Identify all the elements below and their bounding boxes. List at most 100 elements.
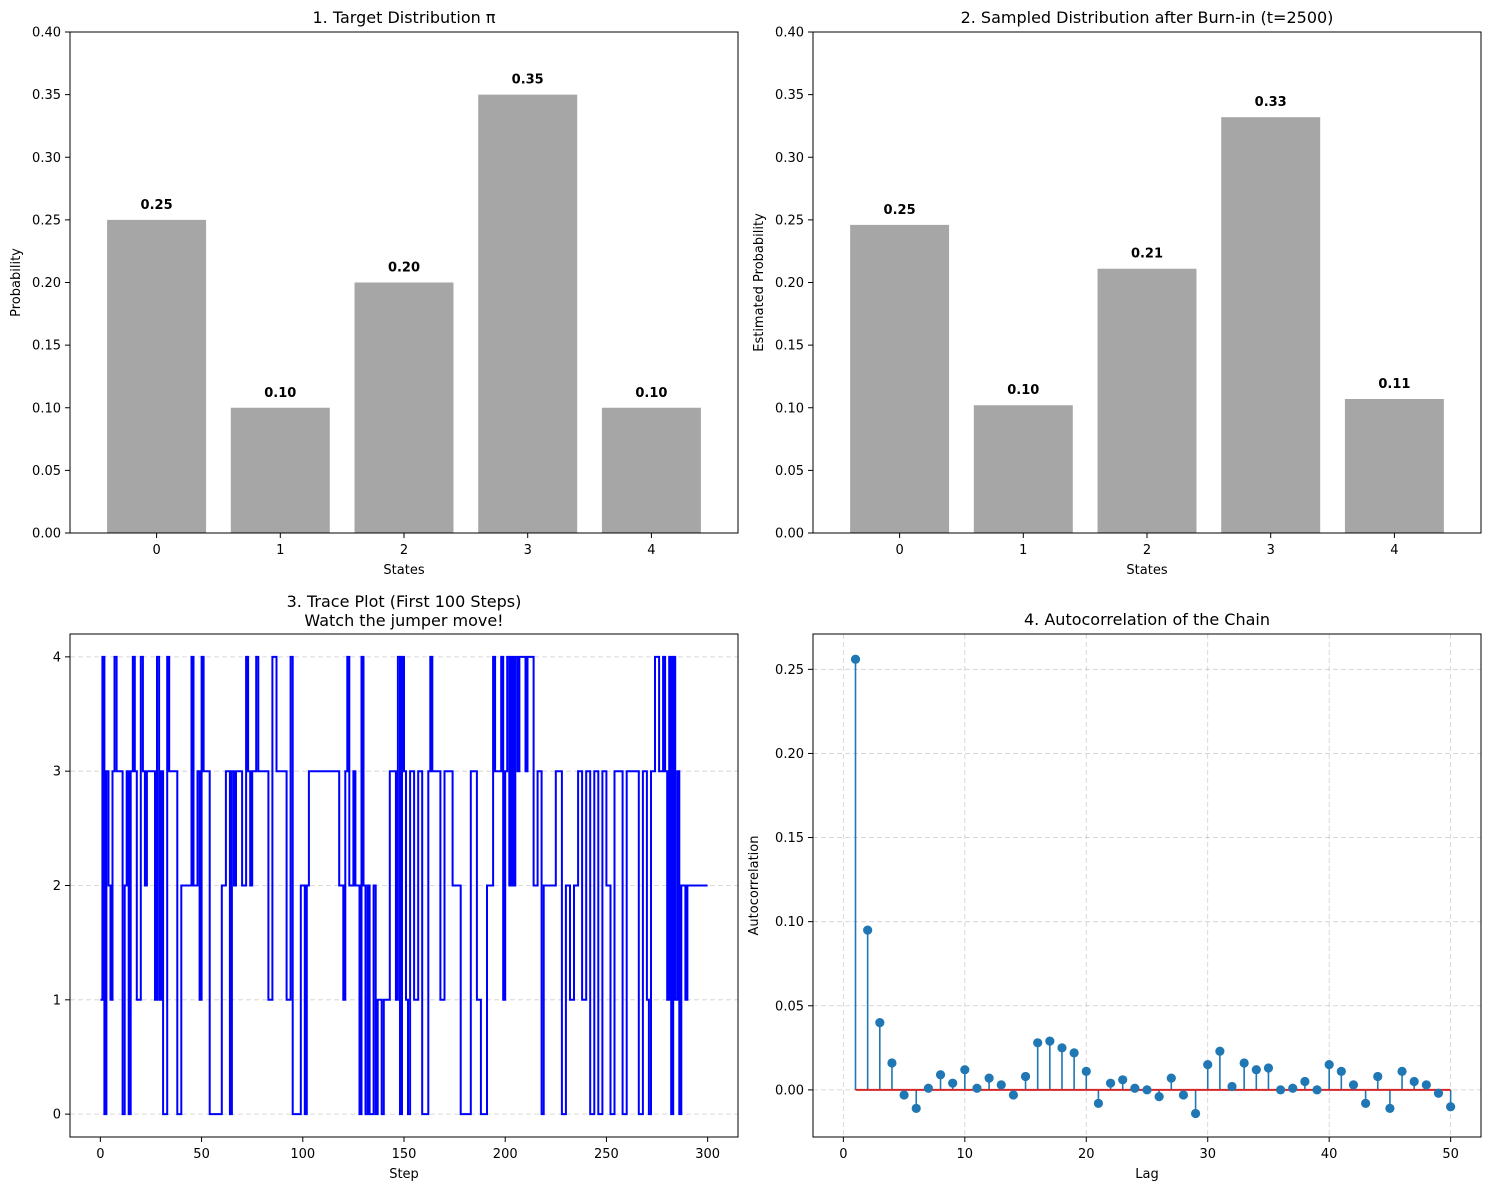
x-tick-label: 50 — [193, 1147, 210, 1162]
stem-marker-lag-47 — [1409, 1076, 1419, 1087]
x-tick-label: 4 — [1390, 543, 1398, 558]
bar-value-label: 0.35 — [512, 73, 544, 88]
axes-frame — [812, 31, 1482, 534]
bar-state-3 — [1221, 117, 1321, 534]
y-tick-label: 0.20 — [32, 276, 61, 291]
y-tick-label: 0.30 — [32, 151, 61, 166]
x-axis-label: Step — [389, 1167, 419, 1182]
axes-frame — [812, 633, 1482, 1138]
x-tick-label: 20 — [1078, 1147, 1095, 1162]
stem-marker-lag-35 — [1263, 1063, 1274, 1073]
chart-title: 1. Target Distribution π — [313, 8, 496, 27]
stem-marker-lag-17 — [1045, 1036, 1055, 1046]
y-tick-label: 0.15 — [775, 831, 804, 846]
x-tick-label: 0 — [152, 543, 160, 558]
bar-value-label: 0.11 — [1378, 377, 1410, 392]
stem-marker-lag-34 — [1251, 1065, 1261, 1075]
x-tick-label: 300 — [695, 1147, 720, 1162]
bar-state-1 — [230, 407, 330, 533]
stem-marker-lag-13 — [996, 1080, 1006, 1090]
y-tick-label: 0.05 — [775, 999, 804, 1014]
x-tick-label: 100 — [290, 1147, 315, 1162]
x-tick-label: 1 — [1019, 543, 1027, 558]
x-tick-label: 150 — [392, 1147, 417, 1162]
bar-state-4 — [1344, 398, 1444, 533]
y-tick-label: 3 — [53, 765, 61, 780]
stem-marker-lag-32 — [1227, 1081, 1237, 1092]
stem-marker-lag-37 — [1288, 1083, 1298, 1093]
chart-title: 4. Autocorrelation of the Chain — [1024, 610, 1270, 629]
bar-state-0 — [107, 219, 207, 533]
stem-marker-lag-50 — [1446, 1102, 1456, 1112]
stem-marker-lag-24 — [1130, 1083, 1140, 1093]
stem-marker-lag-31 — [1215, 1046, 1225, 1056]
y-tick-label: 1 — [53, 993, 61, 1008]
stem-marker-lag-22 — [1105, 1078, 1116, 1088]
stem-marker-lag-27 — [1166, 1073, 1176, 1083]
stem-marker-lag-29 — [1190, 1108, 1201, 1119]
trace-line — [100, 655, 708, 1116]
x-tick-label: 50 — [1442, 1147, 1459, 1162]
stem-marker-lag-20 — [1081, 1066, 1091, 1076]
bar-state-3 — [478, 94, 578, 533]
stem-marker-lag-18 — [1057, 1043, 1067, 1053]
x-axis-label: Lag — [1135, 1167, 1158, 1182]
stem-marker-lag-3 — [875, 1018, 885, 1028]
stem-marker-lag-25 — [1142, 1085, 1152, 1095]
x-axis-label: States — [1126, 563, 1167, 578]
stem-marker-lag-40 — [1324, 1060, 1334, 1070]
x-tick-label: 30 — [1199, 1147, 1216, 1162]
stem-marker-lag-7 — [923, 1083, 933, 1093]
y-tick-label: 0.05 — [775, 464, 804, 479]
stem-marker-lag-4 — [887, 1058, 897, 1068]
y-tick-label: 0.40 — [775, 26, 804, 41]
stem-marker-lag-39 — [1312, 1085, 1322, 1095]
x-tick-label: 2 — [400, 543, 408, 558]
y-tick-label: 4 — [53, 650, 61, 665]
y-tick-label: 0.10 — [32, 401, 61, 416]
stem-marker-lag-38 — [1300, 1076, 1310, 1087]
bar-state-0 — [850, 224, 950, 533]
y-tick-label: 0.35 — [775, 88, 804, 103]
bar-value-label: 0.33 — [1255, 95, 1287, 110]
y-tick-label: 0.00 — [32, 527, 61, 542]
stem-marker-lag-12 — [984, 1073, 994, 1083]
stem-marker-lag-10 — [960, 1065, 970, 1075]
stem-marker-lag-41 — [1336, 1066, 1346, 1076]
stem-marker-lag-11 — [972, 1083, 982, 1093]
stem-marker-lag-9 — [948, 1078, 958, 1088]
x-tick-label: 200 — [493, 1147, 518, 1162]
bar-value-label: 0.21 — [1131, 247, 1163, 262]
x-axis-label: States — [383, 563, 424, 578]
panel-autocorrelation: 0.00 0.05 0.10 0.15 0.20 0.25 0 10 20 30 40 50 4. Au… — [747, 610, 1482, 1182]
stem-marker-lag-21 — [1093, 1098, 1104, 1108]
y-tick-label: 0.00 — [775, 527, 804, 542]
stem-marker-lag-43 — [1361, 1098, 1371, 1108]
stem-marker-lag-8 — [935, 1070, 946, 1080]
y-tick-label: 0.05 — [32, 464, 61, 479]
x-tick-label: 10 — [957, 1147, 974, 1162]
stem-marker-lag-48 — [1421, 1080, 1431, 1090]
bar-value-label: 0.10 — [264, 386, 296, 401]
bar-state-2 — [354, 282, 454, 533]
y-tick-label: 0.20 — [775, 747, 804, 762]
stem-marker-lag-46 — [1397, 1066, 1407, 1076]
stem-marker-lag-1 — [850, 654, 861, 664]
x-tick-label: 2 — [1143, 543, 1151, 558]
bar-value-label: 0.25 — [884, 203, 916, 218]
bar-state-2 — [1097, 268, 1197, 533]
x-tick-label: 3 — [1267, 543, 1275, 558]
axes-frame — [69, 633, 739, 1138]
bar-value-label: 0.10 — [635, 386, 667, 401]
stem-marker-lag-16 — [1033, 1038, 1043, 1048]
y-axis-label: Estimated Probability — [752, 213, 767, 352]
x-tick-label: 0 — [96, 1147, 104, 1162]
stem-marker-lag-19 — [1069, 1048, 1079, 1058]
x-tick-label: 0 — [895, 543, 903, 558]
y-tick-label: 0.25 — [775, 663, 804, 678]
stem-marker-lag-49 — [1433, 1088, 1444, 1098]
y-tick-label: 0.10 — [775, 401, 804, 416]
chart-subtitle: Watch the jumper move! — [304, 611, 503, 630]
y-tick-label: 0.10 — [775, 915, 804, 930]
y-axis-label: Autocorrelation — [747, 836, 762, 936]
